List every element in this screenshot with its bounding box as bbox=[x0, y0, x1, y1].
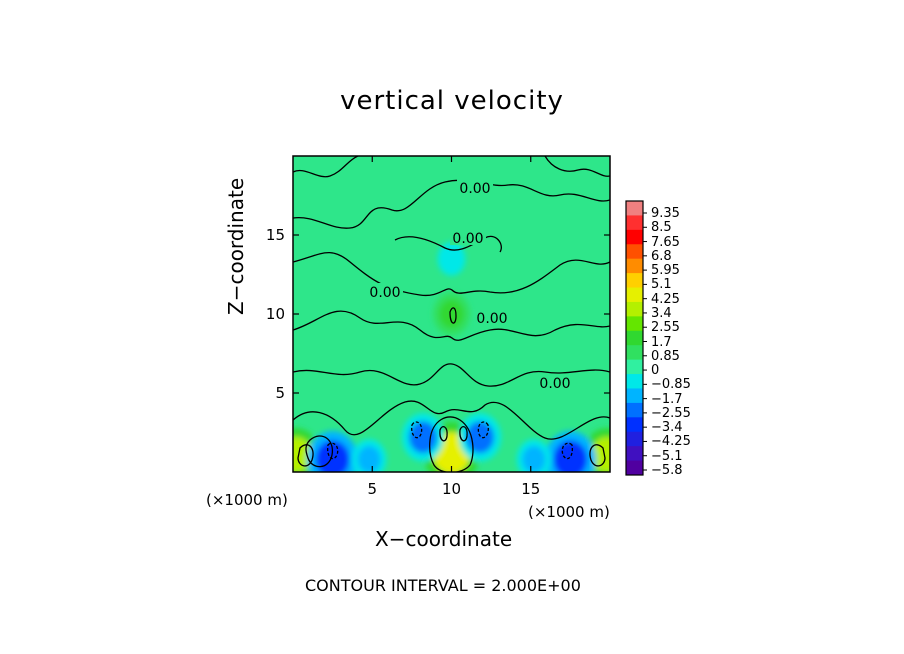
colorbar-swatch bbox=[626, 201, 643, 216]
contour-line-zero bbox=[544, 156, 610, 177]
colorbar-label: 9.35 bbox=[651, 206, 680, 221]
colorbar-swatch bbox=[626, 273, 643, 289]
contour-line-zero bbox=[459, 426, 468, 442]
colorbar-label: 2.55 bbox=[651, 320, 680, 336]
colorbar-swatch bbox=[626, 345, 643, 361]
contour-label: 0.00 bbox=[476, 311, 507, 327]
contour-line-zero bbox=[293, 156, 359, 178]
x-tick-label: 15 bbox=[521, 480, 541, 498]
x-units-label: (×1000 m) bbox=[528, 503, 610, 521]
colorbar-label: −1.7 bbox=[651, 391, 683, 407]
x-tick-label: 10 bbox=[441, 480, 462, 498]
contour-label: 0.00 bbox=[369, 285, 400, 301]
colorbar-label: −0.85 bbox=[651, 377, 691, 393]
colorbar-swatch bbox=[626, 388, 643, 404]
colorbar-swatch bbox=[626, 229, 643, 245]
contour-line-zero bbox=[297, 444, 314, 467]
colorbar-label: 8.5 bbox=[651, 220, 672, 236]
contour-line-zero bbox=[439, 426, 448, 442]
contour-line-zero bbox=[411, 421, 423, 439]
colorbar-label: −2.55 bbox=[651, 405, 691, 421]
downdraft-region bbox=[315, 440, 350, 472]
colorbar-swatch bbox=[626, 287, 643, 303]
contour-line-zero bbox=[589, 444, 606, 467]
colorbar-label: 0 bbox=[651, 363, 660, 379]
updraft-region bbox=[591, 437, 610, 472]
colorbar-swatch bbox=[626, 446, 643, 462]
contour-line-zero bbox=[293, 179, 610, 229]
contour-line-zero bbox=[305, 435, 334, 468]
y-tick-label: 15 bbox=[265, 226, 285, 244]
downdraft-region bbox=[522, 445, 546, 472]
contour-line-zero bbox=[293, 363, 610, 387]
downdraft-region bbox=[442, 247, 461, 270]
contour-line-zero bbox=[293, 400, 610, 440]
colorbar-swatch bbox=[626, 316, 643, 332]
colorbar-swatch bbox=[626, 359, 643, 375]
x-axis-label: X−coordinate bbox=[375, 527, 513, 551]
colorbar-swatch bbox=[626, 330, 643, 346]
colorbar-swatch bbox=[626, 417, 643, 433]
colorbar-label: 4.25 bbox=[651, 291, 680, 307]
colorbar-label: 3.4 bbox=[651, 305, 672, 321]
contour-label-background bbox=[457, 179, 493, 195]
contour-line-zero bbox=[293, 310, 610, 341]
contour-label-background bbox=[450, 229, 486, 245]
colorbar-swatch bbox=[626, 402, 643, 418]
contour-label-background bbox=[537, 374, 573, 390]
contour-line-zero bbox=[477, 421, 489, 439]
y-tick-label: 10 bbox=[265, 305, 285, 323]
colorbar-label: −5.1 bbox=[651, 448, 683, 464]
contour-label: 0.00 bbox=[459, 181, 490, 197]
contour-line-zero bbox=[394, 235, 502, 253]
downdraft-region bbox=[408, 421, 437, 454]
colorbar-label: 1.7 bbox=[651, 334, 672, 350]
contour-label: 0.00 bbox=[539, 376, 570, 392]
chart-title: vertical velocity bbox=[340, 86, 564, 116]
downdraft-region bbox=[357, 445, 381, 472]
colorbar-label: 7.65 bbox=[651, 234, 680, 250]
downdraft-region bbox=[466, 421, 495, 454]
contour-line-zero bbox=[561, 442, 573, 460]
colorbar-label: 5.95 bbox=[651, 263, 680, 279]
contour-label: 0.00 bbox=[452, 231, 483, 247]
z-units-label: (×1000 m) bbox=[206, 491, 288, 509]
x-tick-label: 5 bbox=[367, 480, 378, 498]
colorbar-swatch bbox=[626, 460, 643, 476]
contour-label-background bbox=[474, 309, 510, 325]
colorbar-label: −4.25 bbox=[651, 434, 691, 450]
contour-line-zero bbox=[327, 442, 339, 460]
colorbar-swatch bbox=[626, 301, 643, 317]
colorbar-label: 6.8 bbox=[651, 248, 672, 264]
colorbar-frame bbox=[625, 200, 644, 476]
contour-interval-note: CONTOUR INTERVAL = 2.000E+00 bbox=[305, 576, 581, 595]
contour-label-background bbox=[367, 283, 403, 299]
colorbar-label: −3.4 bbox=[651, 420, 683, 436]
colorbar-label: 0.85 bbox=[651, 348, 680, 364]
updraft-region bbox=[439, 299, 464, 329]
contour-line-zero bbox=[428, 416, 474, 472]
contour-line-zero bbox=[293, 252, 610, 297]
colorbar-swatch bbox=[626, 431, 643, 447]
colorbar-swatch bbox=[626, 258, 643, 274]
contour-line-zero bbox=[449, 307, 457, 324]
colorbar-label: 5.1 bbox=[651, 277, 672, 293]
colorbar-swatch bbox=[626, 215, 643, 231]
colorbar-swatch bbox=[626, 374, 643, 389]
y-tick-label: 5 bbox=[275, 384, 285, 402]
colorbar-swatch bbox=[626, 244, 643, 260]
colorbar-label: −5.8 bbox=[651, 463, 683, 478]
